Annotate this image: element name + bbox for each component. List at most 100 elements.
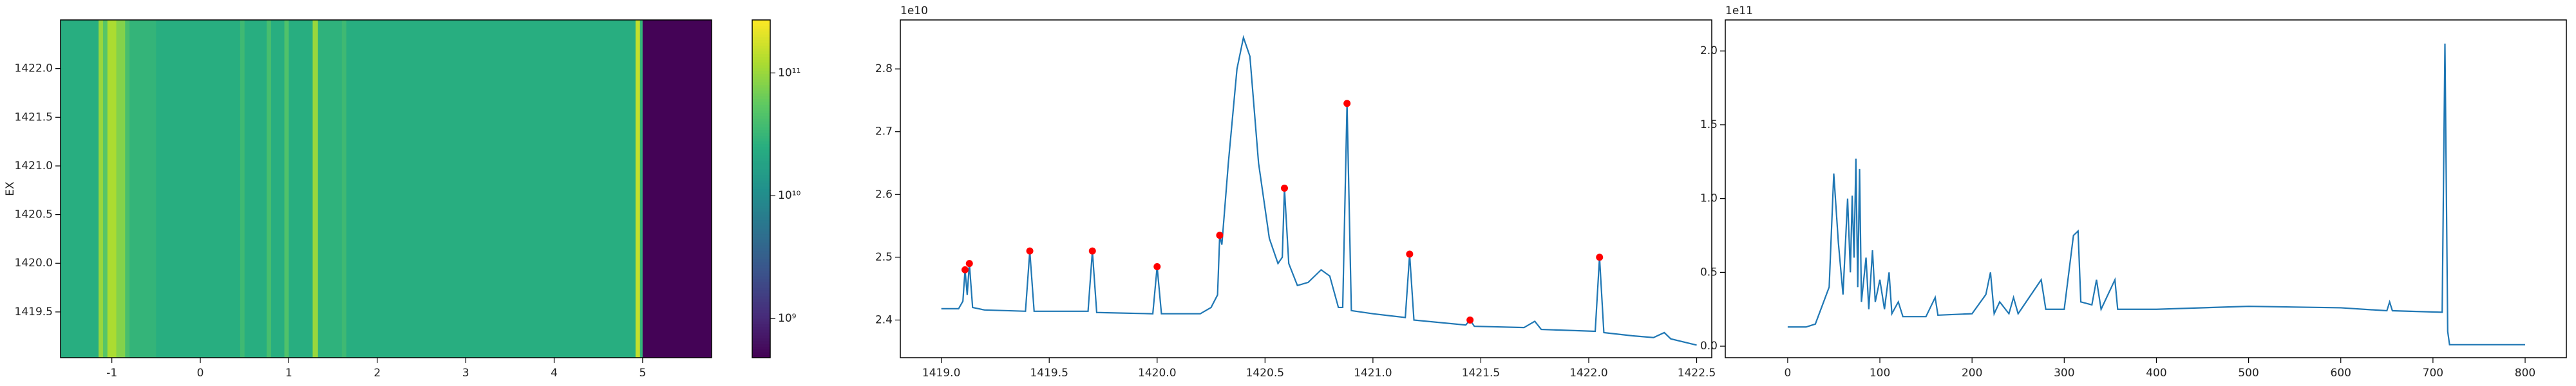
colorbar-swatch xyxy=(752,76,770,80)
colorbar-swatch xyxy=(752,115,770,119)
colorbar-swatch xyxy=(752,152,770,156)
heatmap-cell xyxy=(244,20,267,358)
peak-marker xyxy=(961,266,969,273)
y-tick-label: 0.0 xyxy=(1700,340,1718,353)
colorbar-swatch xyxy=(752,113,770,116)
heatmap-cell xyxy=(284,20,289,358)
colorbar-swatch xyxy=(752,338,770,342)
y-tick-label: 2.7 xyxy=(875,125,893,138)
colorbar-tick-label: 10⁹ xyxy=(778,312,797,325)
heatmap-cell xyxy=(341,20,347,358)
colorbar-swatch xyxy=(752,301,770,305)
y-tick-label: 2.6 xyxy=(875,188,893,201)
x-tick-label: 1421.0 xyxy=(1354,367,1392,380)
offset-text: 1e10 xyxy=(900,5,928,17)
colorbar-swatch xyxy=(752,309,770,313)
x-tick-label: 500 xyxy=(2238,367,2259,380)
colorbar-swatch xyxy=(752,329,770,333)
colorbar-swatch xyxy=(752,354,770,358)
colorbar-swatch xyxy=(752,59,770,63)
colorbar-swatch xyxy=(752,96,770,100)
colorbar-swatch xyxy=(752,70,770,74)
colorbar-swatch xyxy=(752,242,770,246)
data-line xyxy=(941,35,1697,346)
x-tick-label: 600 xyxy=(2331,367,2351,380)
colorbar-swatch xyxy=(752,250,770,254)
x-tick-label: -1 xyxy=(106,367,117,380)
colorbar-swatch xyxy=(752,217,770,221)
heatmap-cell xyxy=(125,20,130,358)
colorbar-swatch xyxy=(752,349,770,353)
peak-marker xyxy=(1153,263,1161,271)
colorbar-swatch xyxy=(752,107,770,111)
colorbar-swatch xyxy=(752,191,770,195)
colorbar-swatch xyxy=(752,155,770,158)
colorbar-frame xyxy=(752,19,771,358)
peak-marker xyxy=(1466,316,1474,324)
y-tick-label: 1422.0 xyxy=(15,62,53,75)
colorbar-swatch xyxy=(752,28,770,32)
x-tick-label: 0 xyxy=(197,367,204,380)
colorbar-swatch xyxy=(752,163,770,167)
colorbar-swatch xyxy=(752,25,770,29)
colorbar-swatch xyxy=(752,51,770,55)
colorbar-swatch xyxy=(752,205,770,209)
colorbar-swatch xyxy=(752,315,770,319)
y-tick-label: 2.0 xyxy=(1700,44,1718,57)
colorbar-swatch xyxy=(752,146,770,150)
colorbar-swatch xyxy=(752,90,770,94)
colorbar-swatch xyxy=(752,259,770,262)
y-tick-label: 1421.5 xyxy=(15,111,53,124)
x-tick-label: 2 xyxy=(374,367,381,380)
y-tick-label: 0.5 xyxy=(1700,266,1718,279)
colorbar-swatch xyxy=(752,290,770,293)
x-tick-label: 1420.5 xyxy=(1246,367,1284,380)
data-line xyxy=(1787,43,2526,345)
heatmap-cell xyxy=(635,20,641,358)
colorbar-swatch xyxy=(752,93,770,96)
heatmap-cell xyxy=(270,20,285,358)
axes-frame xyxy=(900,19,1712,358)
y-tick-label: 1419.5 xyxy=(15,306,53,318)
x-tick-label: 400 xyxy=(2146,367,2166,380)
x-tick-label: 200 xyxy=(1962,367,1982,380)
colorbar-swatch xyxy=(752,62,770,66)
colorbar-swatch xyxy=(752,284,770,288)
colorbar-swatch xyxy=(752,39,770,43)
colorbar-swatch xyxy=(752,169,770,172)
offset-text: 1e11 xyxy=(1725,5,1753,17)
colorbar-swatch xyxy=(752,135,770,139)
colorbar-swatch xyxy=(752,45,770,49)
colorbar-swatch xyxy=(752,200,770,203)
heatmap-cell xyxy=(99,20,104,358)
colorbar-swatch xyxy=(752,293,770,297)
colorbar-swatch xyxy=(752,332,770,336)
x-tick-label: 0 xyxy=(1784,367,1791,380)
heatmap-cell xyxy=(289,20,313,358)
colorbar-swatch xyxy=(752,264,770,268)
heatmap-cell xyxy=(129,20,156,358)
colorbar-swatch xyxy=(752,295,770,299)
y-tick-label: 1420.5 xyxy=(15,208,53,221)
heatmap-cell xyxy=(346,20,636,358)
colorbar-swatch xyxy=(752,133,770,136)
colorbar-swatch xyxy=(752,82,770,86)
x-tick-label: 3 xyxy=(462,367,469,380)
colorbar-swatch xyxy=(752,253,770,257)
peak-marker xyxy=(1088,247,1096,255)
axes-frame xyxy=(1725,19,2567,358)
heatmap-cell xyxy=(61,20,99,358)
colorbar-swatch xyxy=(752,236,770,240)
colorbar-swatch xyxy=(752,197,770,201)
colorbar-swatch xyxy=(752,188,770,192)
colorbar-swatch xyxy=(752,340,770,344)
y-tick-label: 2.4 xyxy=(875,313,893,326)
colorbar-swatch xyxy=(752,172,770,176)
colorbar-swatch xyxy=(752,20,770,23)
x-tick-label: 5 xyxy=(639,367,646,380)
colorbar-swatch xyxy=(752,273,770,277)
heatmap-cell xyxy=(267,20,272,358)
colorbar-swatch xyxy=(752,225,770,229)
colorbar-swatch xyxy=(752,138,770,142)
x-tick-label: 100 xyxy=(1870,367,1890,380)
